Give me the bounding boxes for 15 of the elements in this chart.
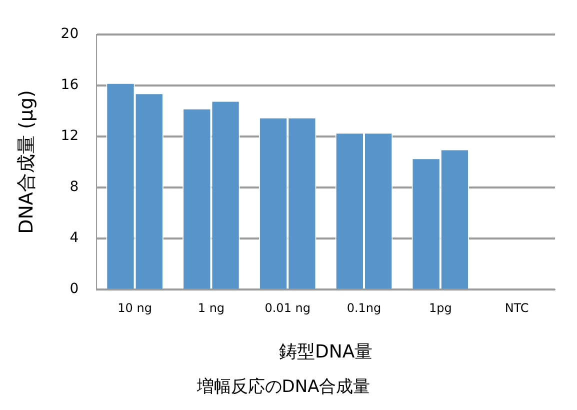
- x-axis-title: 鋳型DNA量: [278, 341, 373, 362]
- text: 増幅反応のDNA合成量: [196, 377, 370, 398]
- y-tick-label: 16: [60, 77, 79, 94]
- y-tick-label: 4: [70, 230, 79, 246]
- y-tick-label: 20: [60, 26, 79, 42]
- y-tick-label: 12: [60, 128, 79, 144]
- x-tick-label: NTC: [504, 300, 529, 315]
- x-tick-label: 1pg: [428, 300, 452, 315]
- y-tick-label: 0: [70, 281, 79, 298]
- x-tick-label: 0.01 ng: [264, 300, 310, 315]
- y-axis-title: DNA合成量 (µg): [15, 90, 38, 234]
- x-tick-label: 10 ng: [118, 300, 152, 315]
- x-tick-label: 0.1ng: [346, 300, 382, 315]
- x-tick-label: 1 ng: [198, 300, 225, 315]
- y-tick-label: 8: [70, 179, 79, 196]
